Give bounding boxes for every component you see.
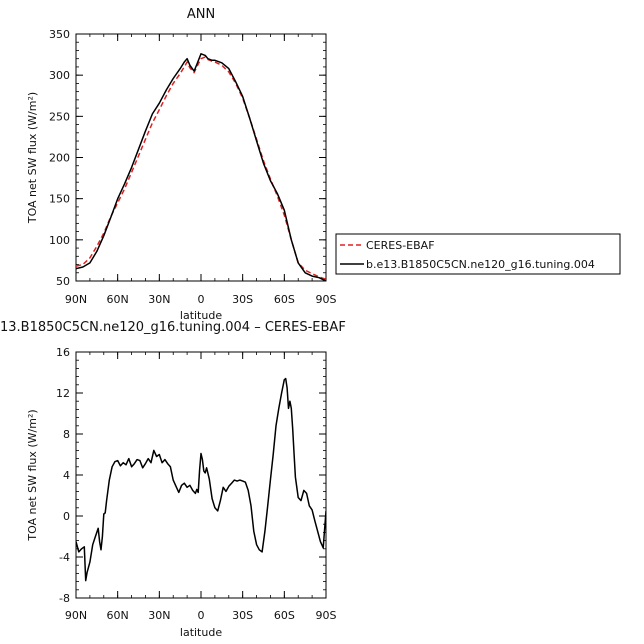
y-axis-label: TOA net SW flux (W/m²) [26, 92, 39, 224]
x-tick-label: 60N [107, 293, 129, 306]
chart-title: ANN [187, 7, 215, 22]
y-tick-label: 12 [56, 387, 70, 400]
y-tick-label: 4 [63, 469, 70, 482]
x-tick-label: 90N [65, 293, 87, 306]
y-tick-label: 50 [56, 275, 70, 288]
y-tick-label: 0 [63, 510, 70, 523]
x-tick-label: 0 [198, 293, 205, 306]
chart-title: 13.B1850C5CN.ne120_g16.tuning.004 – CERE… [0, 320, 346, 335]
x-tick-label: 30S [232, 293, 253, 306]
x-axis-label: latitude [180, 309, 222, 322]
chart-panel-1: 13.B1850C5CN.ne120_g16.tuning.004 – CERE… [0, 320, 346, 639]
y-tick-label: -4 [59, 551, 70, 564]
x-tick-label: 90S [316, 609, 337, 622]
legend-box [335, 233, 621, 275]
y-tick-label: -8 [59, 592, 70, 605]
legend: CERES-EBAF b.e13.B1850C5CN.ne120_g16.tuni… [335, 233, 621, 275]
series-line-0 [76, 56, 326, 281]
x-tick-label: 0 [198, 609, 205, 622]
y-axis-label: TOA net SW flux (W/m²) [26, 409, 39, 541]
y-tick-label: 200 [49, 152, 70, 165]
x-tick-label: 60S [274, 293, 295, 306]
x-tick-label: 30N [148, 609, 170, 622]
plot-frame [75, 351, 327, 599]
plot-frame [75, 33, 327, 282]
series-line-1 [76, 53, 326, 281]
y-tick-label: 150 [49, 193, 70, 206]
x-tick-label: 90S [316, 293, 337, 306]
y-tick-label: 300 [49, 69, 70, 82]
chart-panel-0: ANN 90N 60N 30N 0 30S 60S 90S 50 100 150 200 250 300 3… [26, 7, 337, 322]
x-tick-label: 90N [65, 609, 87, 622]
minor-ticks [75, 351, 327, 599]
legend-label: b.e13.B1850C5CN.ne120_g16.tuning.004 [366, 258, 595, 271]
series-line-0 [76, 377, 326, 582]
x-tick-label: 30S [232, 609, 253, 622]
minor-ticks [75, 33, 327, 282]
legend-label: CERES-EBAF [366, 239, 435, 252]
x-tick-label: 60S [274, 609, 295, 622]
x-tick-label: 60N [107, 609, 129, 622]
x-axis-label: latitude [180, 626, 222, 639]
y-tick-label: 350 [49, 28, 70, 41]
y-tick-label: 8 [63, 428, 70, 441]
y-tick-label: 250 [49, 110, 70, 123]
y-tick-label: 100 [49, 234, 70, 247]
y-tick-label: 16 [56, 346, 70, 359]
x-tick-label: 30N [148, 293, 170, 306]
